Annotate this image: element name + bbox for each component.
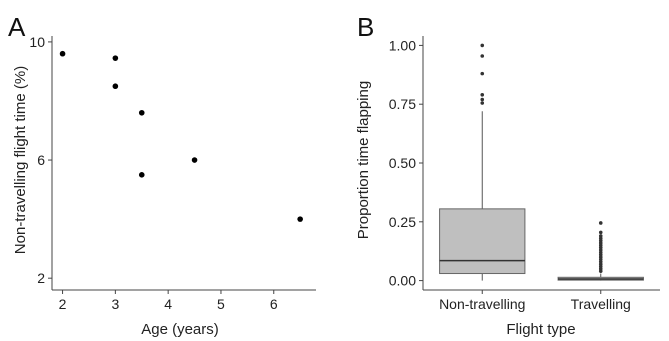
- panel-a-x-tick-label: 4: [164, 296, 172, 312]
- box-outlier: [480, 92, 485, 97]
- panel-a-x-tick-label: 5: [217, 296, 225, 312]
- panel-b-x-title: Flight type: [506, 321, 575, 338]
- panel-a-y-title: Non-travelling flight time (%): [12, 66, 29, 254]
- box-iqr: [439, 208, 526, 275]
- panel-a-points: [59, 50, 303, 222]
- scatter-point: [59, 50, 66, 57]
- panel-b-y-tick-label: 0.25: [389, 214, 416, 230]
- box-outlier: [480, 54, 485, 58]
- box-outlier: [598, 269, 603, 273]
- scatter-point: [112, 83, 119, 90]
- panel-b-x-tick-label: Travelling: [571, 296, 631, 312]
- box-non-travelling: [439, 43, 526, 281]
- box-outlier: [480, 101, 485, 105]
- panel-b-y-tick-label: 0.75: [389, 96, 416, 112]
- box-outlier: [480, 43, 485, 48]
- panel-b-y-ticks: 0.00 0.25 0.50 0.75 1.00: [389, 37, 423, 289]
- scatter-point: [138, 109, 145, 116]
- panel-a-y-tick-label: 10: [29, 34, 45, 50]
- panel-b-y-title: Proportion time flapping: [355, 81, 372, 239]
- box-outlier: [598, 230, 603, 235]
- panel-a-x-tick-label: 2: [59, 296, 67, 312]
- scatter-point: [191, 157, 198, 163]
- panel-b-y-tick-label: 1.00: [389, 37, 416, 53]
- panel-b-x-tick-label: Non-travelling: [439, 296, 525, 312]
- box-outlier: [480, 97, 485, 102]
- scatter-point: [138, 172, 145, 178]
- box-outlier: [598, 221, 603, 225]
- panel-b: B 0.00 0.25 0.50 0.75 1.00 Non-travelling Tra…: [355, 12, 660, 338]
- panel-b-y-tick-label: 0.00: [389, 273, 416, 289]
- panel-a-y-tick-label: 2: [37, 270, 45, 286]
- panel-a: A 2 6 10 2 3 4 5 6 Age (years) Non-travelling …: [8, 12, 316, 338]
- panel-a-y-tick-label: 6: [37, 152, 45, 168]
- panel-a-x-tick-label: 6: [270, 296, 278, 312]
- panel-b-boxes: [439, 43, 644, 281]
- panel-b-x-ticks: Non-travelling Travelling: [439, 290, 631, 312]
- panel-a-y-ticks: 2 6 10: [29, 34, 52, 286]
- panel-a-x-tick-label: 3: [111, 296, 119, 312]
- panel-b-y-tick-label: 0.50: [389, 155, 416, 171]
- panel-b-label: B: [357, 12, 374, 42]
- panel-a-x-title: Age (years): [141, 321, 219, 338]
- box-travelling: [557, 221, 644, 281]
- scatter-point: [112, 55, 119, 61]
- panel-a-x-ticks: 2 3 4 5 6: [59, 290, 278, 312]
- box-outlier: [480, 71, 485, 76]
- panel-a-label: A: [8, 12, 26, 42]
- scatter-point: [297, 216, 303, 222]
